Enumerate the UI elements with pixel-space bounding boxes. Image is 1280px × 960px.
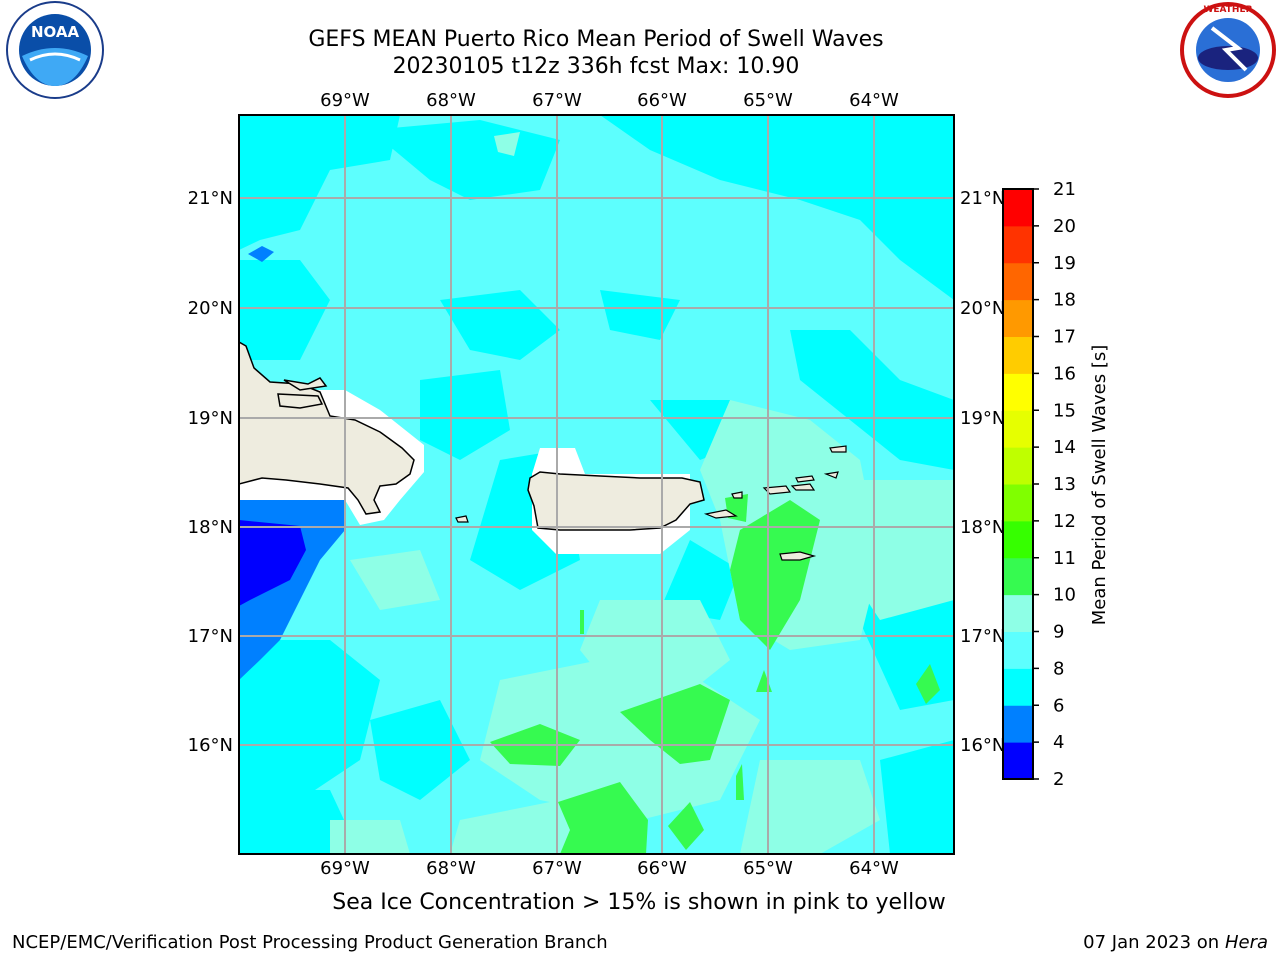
colorbar-tick-label: 17 — [1053, 327, 1076, 348]
nws-logo: WEATHER — [1180, 2, 1276, 98]
colorbar-swatch — [1003, 705, 1033, 743]
noaa-logo: NOAA — [6, 1, 104, 99]
footer-date-text: 07 Jan 2023 on — [1083, 932, 1225, 953]
sea-ice-caption: Sea Ice Concentration > 15% is shown in … — [332, 890, 946, 915]
colorbar-tick-label: 10 — [1053, 585, 1076, 606]
chart-title: GEFS MEAN Puerto Rico Mean Period of Swe… — [308, 27, 884, 52]
lon-label-top: 68°W — [426, 90, 476, 111]
colorbar-tick-label: 19 — [1053, 253, 1076, 274]
contour-6-8 — [239, 115, 400, 250]
colorbar: 2 4 6 8 9 10 11 12 13 14 15 16 17 18 19 20 21 — [1002, 179, 1076, 790]
colorbar-swatch — [1003, 484, 1033, 522]
lat-label-right: 20°N — [960, 298, 1005, 319]
map-area — [239, 115, 954, 854]
colorbar-swatch — [1003, 336, 1033, 374]
colorbar-tick-label: 11 — [1053, 548, 1076, 569]
map-gridlines — [239, 115, 954, 854]
anegada-island — [829, 445, 847, 453]
colorbar-tick-label: 9 — [1053, 622, 1064, 643]
lon-label-top: 69°W — [320, 90, 370, 111]
footer-host: Hera — [1224, 932, 1268, 953]
colorbar-tick-label: 21 — [1053, 179, 1076, 200]
colorbar-swatch — [1003, 225, 1033, 264]
colorbar-tick-label: 15 — [1053, 400, 1076, 421]
colorbar-tick-label: 12 — [1053, 511, 1076, 532]
colorbar-swatch — [1003, 189, 1033, 227]
lat-label-left: 19°N — [188, 408, 233, 429]
lat-label-right: 18°N — [960, 517, 1005, 538]
vieques-island — [703, 509, 738, 519]
lat-label-left: 20°N — [188, 298, 233, 319]
lat-label-right: 17°N — [960, 626, 1005, 647]
lon-label-top: 67°W — [532, 90, 582, 111]
colorbar-tick-label: 16 — [1053, 363, 1076, 384]
lon-label-top: 66°W — [637, 90, 687, 111]
lon-label-top: 64°W — [849, 90, 899, 111]
colorbar-label: Mean Period of Swell Waves [s] — [1089, 345, 1110, 626]
colorbar-swatch — [1003, 410, 1033, 448]
colorbar-swatch — [1003, 262, 1033, 301]
lat-label-left: 18°N — [188, 517, 233, 538]
svg-text:WEATHER: WEATHER — [1203, 5, 1252, 15]
colorbar-swatch — [1003, 557, 1033, 596]
colorbar-swatch — [1003, 742, 1033, 780]
map-frame — [238, 114, 955, 855]
colorbar-tick-label: 20 — [1053, 216, 1076, 237]
chart-subtitle: 20230105 t12z 336h fcst Max: 10.90 — [392, 54, 800, 79]
lat-label-left: 21°N — [188, 188, 233, 209]
lon-label-top: 65°W — [743, 90, 793, 111]
colorbar-tick-label: 4 — [1053, 732, 1064, 753]
contour-2-4 — [239, 520, 306, 606]
lat-label-left: 16°N — [188, 735, 233, 756]
lat-label-right: 19°N — [960, 408, 1005, 429]
lat-label-left: 17°N — [188, 626, 233, 647]
lon-label-bottom: 67°W — [532, 858, 582, 879]
colorbar-swatch — [1003, 631, 1033, 669]
colorbar-swatch — [1003, 594, 1033, 632]
contour-10-11 — [730, 500, 820, 650]
noaa-logo-text: NOAA — [31, 23, 80, 41]
lon-label-bottom: 69°W — [320, 858, 370, 879]
colorbar-swatch — [1003, 668, 1033, 706]
colorbar-tick-label: 13 — [1053, 474, 1076, 495]
footer-date: 07 Jan 2023 on Hera — [1083, 932, 1268, 953]
lat-label-right: 16°N — [960, 735, 1005, 756]
lat-label-right: 21°N — [960, 188, 1005, 209]
lon-label-bottom: 68°W — [426, 858, 476, 879]
colorbar-swatch — [1003, 299, 1033, 337]
colorbar-swatch — [1003, 447, 1033, 485]
colorbar-tick-label: 2 — [1053, 769, 1064, 790]
footer-credit: NCEP/EMC/Verification Post Processing Pr… — [12, 932, 608, 953]
colorbar-swatch — [1003, 373, 1033, 411]
colorbar-swatch — [1003, 520, 1033, 559]
lon-label-bottom: 64°W — [849, 858, 899, 879]
mona-island — [455, 515, 469, 523]
st-croix-island — [779, 551, 817, 561]
colorbar-tick-label: 6 — [1053, 695, 1064, 716]
colorbar-tick-label: 8 — [1053, 658, 1064, 679]
lon-label-bottom: 65°W — [743, 858, 793, 879]
colorbar-tick-label: 14 — [1053, 437, 1076, 458]
lon-label-bottom: 66°W — [637, 858, 687, 879]
colorbar-tick-label: 18 — [1053, 290, 1076, 311]
